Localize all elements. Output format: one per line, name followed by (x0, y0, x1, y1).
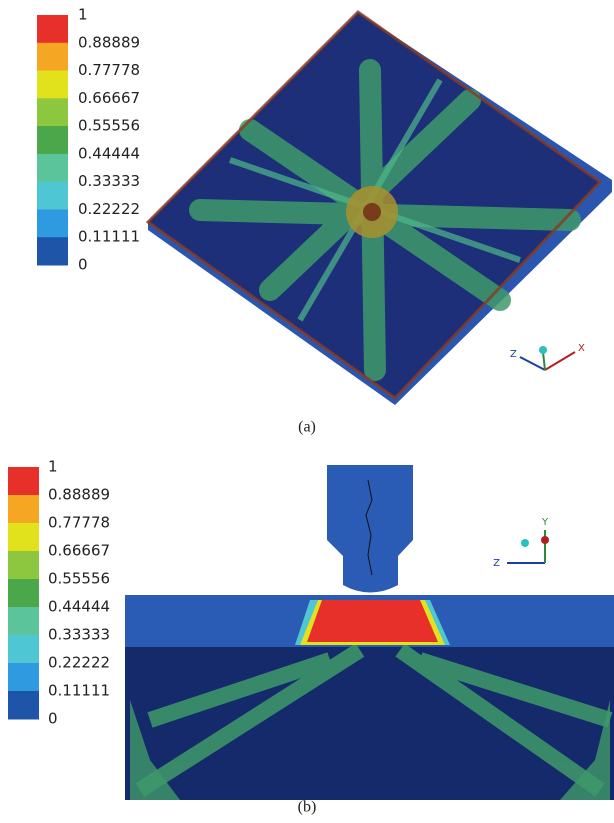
legend-label: 0 (48, 710, 58, 728)
legend-swatch (37, 209, 68, 237)
legend-swatch (37, 182, 68, 210)
legend-label: 0.55556 (48, 570, 110, 588)
legend-swatch (8, 663, 39, 692)
legend-label: 0.22222 (48, 654, 110, 672)
legend-label: 0.22222 (78, 200, 140, 218)
legend-label: 0.55556 (78, 117, 140, 135)
legend-label: 0.11111 (48, 682, 110, 700)
legend-swatch (37, 98, 68, 126)
legend-swatch (8, 467, 39, 496)
legend-label: 0.33333 (48, 626, 110, 644)
axis-label: Y (541, 517, 549, 528)
legend-label: 0.77778 (48, 514, 110, 532)
simulation-b (125, 465, 614, 800)
axis-label: Z (493, 558, 500, 569)
legend-label: 0 (78, 256, 88, 274)
legend-label: 1 (48, 458, 58, 476)
legend-swatch (8, 635, 39, 664)
legend-swatch (8, 551, 39, 580)
legend-label: 0.88889 (78, 33, 140, 51)
legend-swatch (37, 154, 68, 182)
legend-label: 0.77778 (78, 61, 140, 79)
legend-swatch (8, 579, 39, 608)
figure: Z X (a) Y Z (b) 1 0.88889 0.77778 0.66667 0.… (0, 0, 614, 823)
legend-swatch (37, 237, 68, 265)
legend-label: 0.33333 (78, 172, 140, 190)
axis-triad-b: Y Z (493, 517, 549, 569)
legend-swatch (8, 607, 39, 636)
legend-label: 0.44444 (48, 598, 110, 616)
legend-swatch (37, 126, 68, 154)
legend-swatch (8, 523, 39, 552)
axis-triad-a: Z X (510, 343, 585, 370)
legend-swatch (8, 495, 39, 524)
legend-label: 1 (78, 6, 88, 24)
axis-label: Z (510, 349, 517, 360)
legend-label: 0.11111 (78, 228, 140, 246)
caption: (b) (298, 799, 317, 816)
axis-label: X (578, 343, 585, 354)
caption: (a) (298, 419, 316, 436)
legend-swatch (37, 43, 68, 71)
legend-swatch (37, 71, 68, 99)
legend-label: 0.44444 (78, 144, 140, 162)
legend-label: 0.66667 (78, 89, 140, 107)
legend-swatch (8, 691, 39, 720)
legend-label: 0.66667 (48, 542, 110, 560)
legend-swatch (37, 15, 68, 43)
legend-label: 0.88889 (48, 486, 110, 504)
